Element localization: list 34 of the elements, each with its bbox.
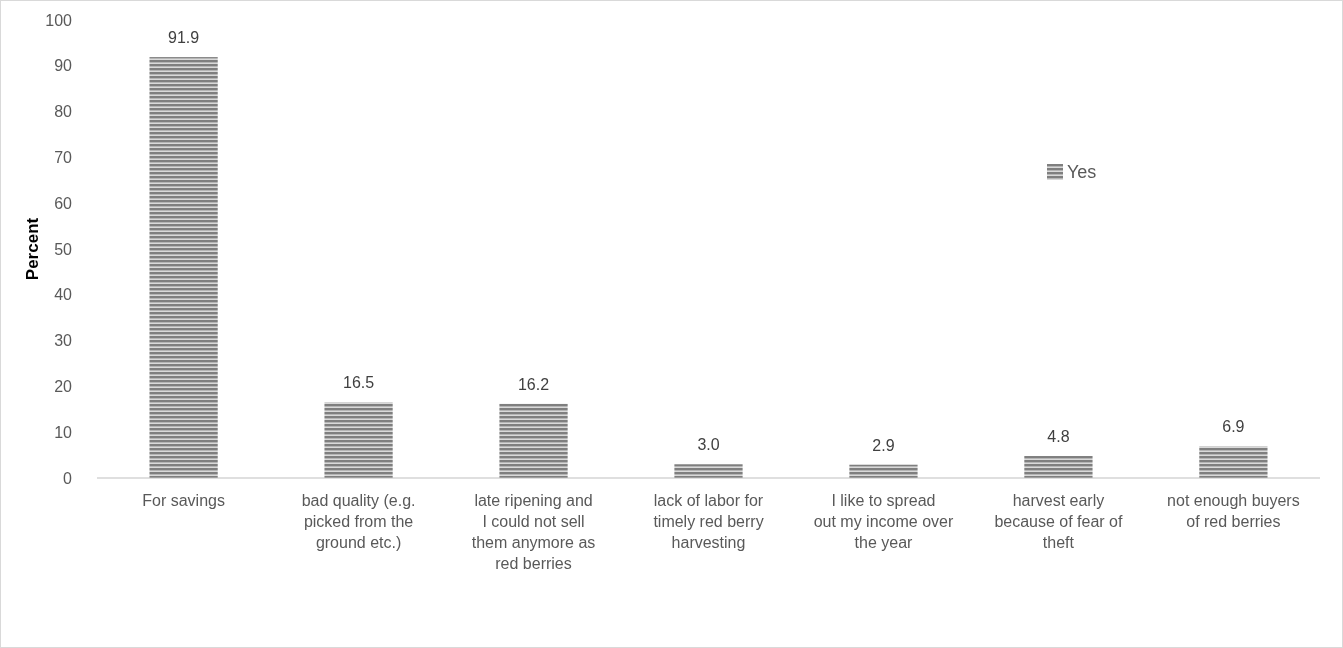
y-tick-label: 30 bbox=[54, 332, 73, 350]
x-tick-label: I like to spread out my income over the year bbox=[813, 492, 954, 551]
bar bbox=[1024, 456, 1093, 478]
bar bbox=[499, 403, 568, 478]
text: 3.0 bbox=[697, 436, 720, 454]
y-tick-label: 90 bbox=[54, 57, 73, 75]
bar bbox=[149, 57, 218, 478]
bar bbox=[1199, 446, 1268, 478]
text: 16.5 bbox=[343, 374, 375, 392]
text: 6.9 bbox=[1222, 418, 1245, 436]
y-tick-label: 70 bbox=[54, 149, 73, 166]
text: 16.2 bbox=[517, 375, 550, 393]
y-tick-label: 50 bbox=[54, 240, 73, 258]
y-tick-label: 80 bbox=[54, 103, 73, 121]
x-tick-label: not enough buyers of red berries bbox=[1167, 492, 1300, 530]
x-tick-label: bad quality (e.g. picked from the ground etc.) bbox=[301, 492, 416, 551]
text: 2.9 bbox=[872, 436, 895, 454]
y-tick-label: 20 bbox=[54, 378, 73, 395]
bar bbox=[849, 464, 918, 478]
bar bbox=[674, 464, 743, 478]
x-tick-label: For savings bbox=[142, 492, 225, 509]
y-tick-label: 10 bbox=[54, 423, 73, 441]
y-axis-title: Percent bbox=[23, 217, 42, 281]
y-tick-label: 60 bbox=[54, 194, 73, 212]
text: 4.8 bbox=[1047, 428, 1070, 446]
bar bbox=[324, 402, 393, 478]
x-tick-label: late ripening and I could not sell them anymore as red berries bbox=[471, 492, 596, 572]
x-tick-label: lack of labor for timely red berry harvesting bbox=[653, 492, 764, 551]
text: 91.9 bbox=[168, 29, 200, 47]
x-tick-label: harvest early because of fear of theft bbox=[994, 492, 1124, 551]
legend-label: Yes bbox=[1067, 162, 1097, 183]
y-tick-label: 0 bbox=[63, 469, 73, 487]
y-tick-label: 100 bbox=[45, 11, 73, 29]
y-tick-label: 40 bbox=[54, 286, 73, 304]
